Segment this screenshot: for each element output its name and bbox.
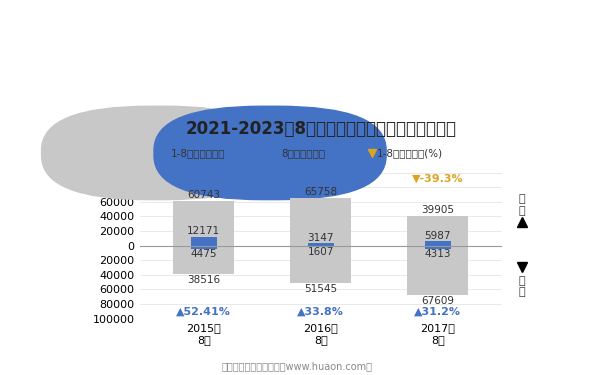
Bar — [408, 216, 468, 246]
FancyBboxPatch shape — [154, 106, 386, 200]
Text: 39905: 39905 — [421, 206, 455, 215]
Bar — [173, 246, 234, 274]
Text: 51545: 51545 — [304, 284, 337, 294]
Text: 出
口: 出 口 — [519, 194, 525, 216]
Text: 60743: 60743 — [187, 190, 220, 200]
Bar — [290, 246, 351, 283]
Text: 12171: 12171 — [187, 226, 220, 236]
Bar — [308, 246, 334, 247]
Text: ▲8.3%: ▲8.3% — [301, 174, 340, 183]
Text: 1607: 1607 — [308, 247, 334, 257]
Text: ▲29.84%: ▲29.84% — [176, 174, 231, 183]
Bar — [308, 243, 334, 246]
Text: 5987: 5987 — [425, 231, 451, 241]
Text: 1-8月（万美元）: 1-8月（万美元） — [170, 148, 225, 158]
FancyBboxPatch shape — [42, 106, 274, 200]
Bar — [290, 198, 351, 246]
Bar — [425, 241, 450, 246]
Text: ▲33.8%: ▲33.8% — [298, 307, 345, 317]
Text: 4313: 4313 — [425, 249, 451, 259]
Text: 65758: 65758 — [304, 186, 337, 196]
Text: 8月（万美元）: 8月（万美元） — [281, 148, 325, 158]
Title: 2021-2023年8月重庆涪陵综合保税区进、出口额: 2021-2023年8月重庆涪陵综合保税区进、出口额 — [185, 120, 456, 138]
Text: ▲31.2%: ▲31.2% — [414, 307, 461, 317]
Bar — [408, 246, 468, 295]
Text: 38516: 38516 — [187, 275, 220, 285]
Text: 制图：华经产业研究院（www.huaon.com）: 制图：华经产业研究院（www.huaon.com） — [222, 361, 373, 371]
Bar — [191, 237, 217, 246]
Bar — [425, 246, 450, 249]
Text: 进
口: 进 口 — [519, 276, 525, 297]
Text: ▼-39.3%: ▼-39.3% — [412, 174, 464, 183]
Bar — [191, 246, 217, 249]
Text: 4475: 4475 — [190, 249, 217, 259]
Text: 67609: 67609 — [421, 296, 455, 306]
Text: 3147: 3147 — [308, 233, 334, 243]
Bar — [173, 201, 234, 246]
Text: 1-8月同比增速(%): 1-8月同比增速(%) — [377, 148, 443, 158]
Text: ▲52.41%: ▲52.41% — [176, 307, 231, 317]
